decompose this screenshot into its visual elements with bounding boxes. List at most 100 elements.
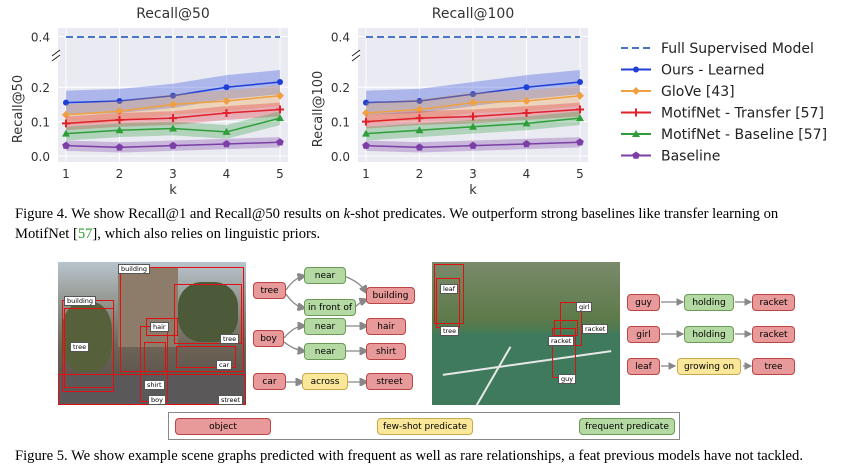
- graph2-node-girl: girl: [627, 326, 660, 343]
- graph2-node-holding-2: holding: [684, 326, 734, 343]
- data-point: [522, 139, 531, 148]
- x-tick-label: 3: [169, 167, 177, 181]
- data-point: [169, 124, 177, 132]
- data-point: [115, 126, 124, 134]
- data-point: [522, 119, 531, 127]
- data-point: [62, 129, 70, 137]
- graph2-node-growing-on: growing on: [677, 358, 741, 375]
- graph2-node-tree: tree: [752, 358, 795, 375]
- graph1-node-building: building: [366, 287, 415, 304]
- axis-break-gap: [52, 52, 60, 60]
- x-tick-label: 4: [223, 167, 231, 181]
- box-shirt: [144, 342, 166, 372]
- data-point: [222, 109, 231, 117]
- chart-title: Recall@100: [432, 6, 515, 22]
- legend-marker: [632, 108, 640, 117]
- label-girl: girl: [576, 302, 593, 312]
- box-hair: [146, 318, 178, 336]
- data-point: [222, 96, 231, 105]
- label-car: car: [216, 360, 233, 370]
- tree-shape: [62, 302, 112, 372]
- data-point: [62, 119, 70, 128]
- y-axis-label: Recall@100: [311, 71, 326, 148]
- legend-label: Ours - Learned: [661, 63, 765, 79]
- box-car: [176, 346, 236, 368]
- data-point: [363, 99, 369, 106]
- legend-label: Baseline: [661, 149, 720, 165]
- legend-label: MotifNet - Baseline [57]: [661, 127, 827, 143]
- data-point: [276, 91, 284, 100]
- data-point: [169, 114, 177, 123]
- scene-photo-street: building building hair tree tree car shi…: [58, 262, 246, 405]
- data-point: [576, 105, 584, 114]
- data-point: [277, 79, 283, 86]
- data-point: [576, 138, 584, 146]
- graph2-node-holding: holding: [684, 294, 734, 311]
- x-tick-label: 4: [523, 167, 531, 181]
- y-tick-label: 0.0: [31, 150, 50, 164]
- data-point: [115, 115, 124, 124]
- x-tick-label: 1: [62, 167, 70, 181]
- box-building-2: [120, 267, 244, 372]
- chart-title: Recall@50: [136, 6, 210, 22]
- graph1-node-near: near: [304, 267, 346, 284]
- data-point: [416, 97, 423, 104]
- chart-legend: Full Supervised Model Ours - Learned GloVe…: [617, 38, 842, 168]
- label-tree-2: tree: [220, 334, 240, 344]
- label-boy: boy: [148, 395, 166, 405]
- court-shape: [432, 332, 620, 405]
- graph2-node-racket-2: racket: [752, 326, 795, 343]
- graph1-node-hair: hair: [366, 318, 406, 335]
- data-point: [115, 107, 124, 116]
- data-point: [576, 91, 584, 100]
- x-tick-label: 1: [362, 167, 370, 181]
- data-point: [576, 114, 584, 122]
- label-guy: guy: [558, 374, 577, 384]
- label-hair: hair: [150, 322, 169, 332]
- data-point: [222, 127, 231, 135]
- data-point: [169, 100, 177, 109]
- data-point: [116, 97, 123, 104]
- data-point: [276, 105, 284, 114]
- x-axis-label: k: [469, 183, 477, 198]
- y-tick-label: 0.2: [31, 81, 50, 95]
- label-shirt: shirt: [144, 380, 165, 390]
- axis-break-mark: [51, 49, 61, 62]
- figure4-caption: Figure 4. We show Recall@1 and Recall@50…: [15, 206, 779, 242]
- data-point: [522, 96, 531, 105]
- x-tick-label: 5: [276, 167, 284, 181]
- data-point: [415, 126, 424, 134]
- x-tick-label: 5: [576, 167, 584, 181]
- node-type-key: object few-shot predicate frequent predi…: [168, 412, 680, 440]
- data-point: [362, 109, 370, 117]
- y-tick-label: 0.4: [31, 31, 50, 45]
- graph1-node-in-front-of: in front of: [304, 299, 356, 316]
- data-point: [115, 143, 124, 151]
- data-point: [362, 129, 370, 137]
- data-point: [523, 84, 530, 91]
- y-axis-label: Recall@50: [11, 75, 26, 143]
- data-point: [362, 141, 370, 149]
- y-tick-label: 0.0: [331, 150, 350, 164]
- label-street: street: [218, 395, 244, 405]
- data-point: [469, 98, 477, 107]
- data-point: [577, 79, 583, 86]
- scene-photo-tennis: leaf tree girl racket racket guy: [432, 262, 620, 405]
- legend-marker: [633, 66, 639, 73]
- label-racket-2: racket: [548, 336, 575, 346]
- graph2-node-racket: racket: [752, 294, 795, 311]
- data-point: [415, 114, 424, 123]
- graph2-node-guy: guy: [627, 294, 660, 311]
- legend-marker: [632, 87, 640, 95]
- data-point: [469, 141, 477, 149]
- label-building-2: building: [64, 296, 97, 306]
- graph1-node-tree: tree: [253, 282, 286, 299]
- y-tick-label: 0.4: [331, 31, 350, 45]
- graph1-node-near-2: near: [304, 318, 346, 335]
- axis-break-gap: [352, 52, 360, 60]
- data-point: [62, 141, 70, 149]
- data-point: [470, 91, 476, 98]
- data-point: [222, 139, 231, 148]
- graph1-node-near-3: near: [304, 343, 346, 360]
- graph2-node-leaf: leaf: [627, 358, 660, 375]
